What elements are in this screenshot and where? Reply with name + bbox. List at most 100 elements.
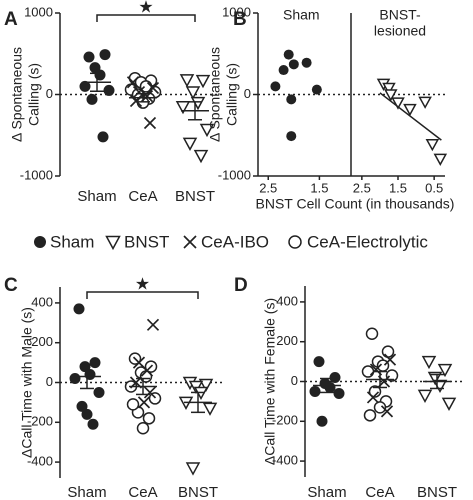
y-tick-label: 200 (31, 334, 53, 349)
marker-cross (137, 396, 151, 409)
y-tick-label: 1000 (222, 4, 251, 19)
y-axis-label: Δ Spontaneous (207, 47, 223, 142)
subpanel-title: lesioned (374, 23, 426, 39)
marker-triangle (391, 97, 405, 110)
y-tick-label: -200 (272, 413, 298, 428)
y-axis-label: Δ Spontaneous (9, 47, 25, 142)
marker-filled-circle (329, 372, 341, 384)
marker-cross (146, 81, 160, 95)
marker-filled-circle (84, 369, 96, 381)
x-tick-label: Sham (77, 188, 116, 205)
marker-triangle (382, 82, 396, 96)
marker-triangle (175, 100, 191, 115)
x-tick-label: Sham (307, 484, 346, 500)
x-tick-label: BNST (417, 484, 457, 500)
marker-filled-circle (93, 386, 105, 398)
marker-filled-circle (79, 80, 91, 92)
marker-cross (146, 318, 160, 331)
marker-triangle (185, 86, 201, 100)
marker-filled-circle (283, 49, 294, 60)
fit-line (379, 92, 442, 141)
marker-open-circle (385, 369, 399, 382)
marker-triangle (179, 74, 195, 88)
marker-triangle (105, 235, 121, 251)
x-tick-label: 2.5 (353, 180, 371, 195)
marker-filled-circle (86, 93, 98, 105)
marker-open-circle (136, 422, 150, 435)
panel-letter: D (234, 275, 248, 296)
marker-triangle (202, 402, 218, 416)
marker-cross (140, 364, 154, 377)
marker-triangle (193, 149, 209, 164)
x-tick-label: CeA (128, 484, 157, 500)
marker-filled-circle (87, 418, 99, 430)
significance-bracket (86, 291, 199, 299)
marker-cross (183, 235, 197, 249)
x-tick-label: 1.5 (389, 180, 407, 195)
significance-bracket (96, 14, 196, 22)
x-axis-label: BNST Cell Count (in thousands) (256, 196, 455, 212)
x-tick-label: 2.5 (259, 180, 277, 195)
y-tick-label: 0 (291, 373, 298, 388)
panel-letter: A (4, 9, 18, 30)
x-tick-label: BNST (175, 188, 215, 205)
marker-triangle (421, 355, 437, 370)
marker-triangle (425, 138, 440, 152)
marker-filled-circle (103, 84, 115, 96)
y-tick-label: -1000 (20, 167, 53, 182)
marker-cross (366, 391, 380, 404)
marker-triangle (182, 137, 198, 151)
marker-triangle (418, 96, 432, 109)
marker-filled-circle (311, 84, 322, 95)
marker-filled-circle (69, 373, 81, 385)
marker-open-circle (363, 409, 377, 422)
y-axis-label: Calling (s) (224, 63, 240, 126)
marker-triangle (190, 96, 206, 111)
y-tick-label: 0 (244, 86, 251, 101)
marker-filled-circle (286, 131, 297, 142)
marker-filled-circle (301, 57, 312, 68)
x-tick-label: 0.5 (425, 180, 443, 195)
y-tick-label: 400 (276, 293, 298, 308)
marker-open-circle (126, 398, 140, 411)
marker-triangle (417, 389, 433, 403)
y-tick-label: -400 (27, 454, 53, 469)
y-tick-label: 400 (31, 294, 53, 309)
marker-cross (143, 386, 157, 399)
legend-label: BNST (124, 232, 169, 251)
significance-star: ★ (135, 274, 150, 293)
y-tick-label: -400 (272, 453, 298, 468)
marker-cross (383, 353, 397, 366)
subpanel-title: Sham (283, 7, 320, 23)
marker-filled-circle (94, 69, 106, 81)
legend-label: CeA-Electrolytic (307, 232, 428, 251)
marker-filled-circle (89, 357, 101, 369)
y-tick-label: 0 (46, 374, 53, 389)
y-axis-label: ΔCall Time with Female (s) (262, 298, 278, 465)
marker-filled-circle (333, 387, 345, 399)
marker-filled-circle (270, 81, 281, 92)
marker-filled-circle (288, 59, 299, 70)
marker-triangle (384, 89, 398, 102)
marker-filled-circle (286, 94, 297, 105)
marker-triangle (198, 378, 214, 393)
marker-triangle (195, 74, 211, 89)
marker-open-circle (361, 365, 375, 378)
significance-star: ★ (138, 0, 153, 16)
marker-cross (380, 405, 394, 418)
marker-open-circle (373, 401, 387, 414)
marker-open-circle (142, 412, 156, 425)
marker-filled-circle (97, 131, 109, 143)
y-tick-label: -1000 (218, 167, 251, 182)
legend-label: CeA-IBO (201, 232, 269, 251)
y-tick-label: 1000 (24, 4, 53, 19)
subpanel-title: BNST- (379, 7, 421, 23)
y-axis-label: ΔCall Time with Male (s) (19, 307, 35, 458)
marker-filled-circle (34, 236, 46, 248)
marker-triangle (433, 153, 448, 166)
panel-letter: C (4, 275, 18, 296)
marker-filled-circle (81, 408, 93, 420)
marker-triangle (199, 123, 215, 138)
marker-triangle (185, 462, 201, 476)
